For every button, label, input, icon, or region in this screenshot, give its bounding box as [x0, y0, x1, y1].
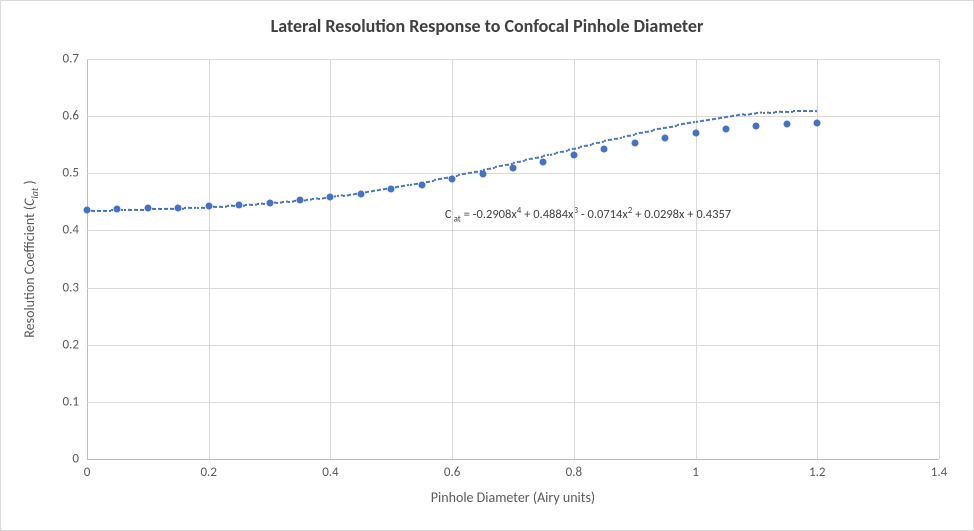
data-point	[783, 120, 790, 127]
data-point	[692, 130, 699, 137]
trendline-segment	[756, 112, 762, 115]
gridline-vertical	[330, 59, 331, 459]
y-tick-label: 0.3	[63, 280, 87, 295]
y-tick-label: 0.1	[63, 394, 87, 409]
data-point	[814, 119, 821, 126]
y-tick-label: 0.4	[63, 223, 87, 238]
trendline-segment	[276, 201, 282, 204]
trendline-segment	[762, 112, 768, 114]
data-point	[236, 201, 243, 208]
data-point	[144, 205, 151, 212]
x-tick-label: 0	[84, 459, 91, 480]
gridline-horizontal	[87, 59, 939, 60]
data-point	[449, 176, 456, 183]
gridline-horizontal	[87, 230, 939, 231]
x-tick-label: 1.4	[931, 459, 947, 480]
x-tick-label: 1.2	[809, 459, 825, 480]
trendline-segment	[136, 209, 142, 211]
x-tick-label: 0.8	[566, 459, 582, 480]
gridline-horizontal	[87, 173, 939, 174]
trendline-segment	[616, 136, 623, 139]
y-axis-title: Resolution Coefficient (Clat )	[21, 180, 41, 337]
data-point	[175, 204, 182, 211]
chart-container: Lateral Resolution Response to Confocal …	[0, 0, 974, 531]
trendline-segment	[403, 184, 409, 187]
gridline-vertical	[209, 59, 210, 459]
trendline-segment	[549, 152, 556, 155]
trendline-segment	[488, 166, 495, 169]
data-point	[84, 207, 91, 214]
trendline-segment	[123, 209, 129, 211]
trendline-segment	[769, 111, 775, 113]
trendline-segment	[342, 194, 348, 197]
trendline-segment	[196, 207, 202, 209]
data-point	[662, 134, 669, 141]
data-point	[357, 190, 364, 197]
chart-title: Lateral Resolution Response to Confocal …	[1, 15, 973, 37]
x-axis-title: Pinhole Diameter (Airy units)	[87, 489, 939, 506]
data-point	[388, 186, 395, 193]
gridline-horizontal	[87, 116, 939, 117]
trendline-segment	[130, 209, 136, 211]
data-point	[479, 170, 486, 177]
gridline-horizontal	[87, 402, 939, 403]
data-point	[601, 146, 608, 153]
data-point	[327, 194, 334, 201]
data-point	[631, 140, 638, 147]
data-point	[510, 164, 517, 171]
trendline-segment	[190, 207, 196, 209]
data-point	[540, 158, 547, 165]
data-point	[297, 197, 304, 204]
trendline-segment	[781, 111, 787, 113]
trendline-segment	[775, 111, 781, 113]
x-tick-label: 0.6	[444, 459, 460, 480]
gridline-vertical	[939, 59, 940, 459]
trendline-segment	[695, 120, 701, 123]
plot-area: Clat = -0.2908x4 + 0.4884x3 - 0.0714x2 +…	[87, 59, 939, 459]
data-point	[753, 122, 760, 129]
gridline-vertical	[574, 59, 575, 459]
x-tick-label: 1	[692, 459, 699, 480]
gridline-horizontal	[87, 288, 939, 289]
gridline-vertical	[696, 59, 697, 459]
trendline-segment	[628, 133, 635, 136]
data-point	[205, 203, 212, 210]
y-axis-line	[87, 59, 88, 459]
x-tick-label: 0.2	[200, 459, 216, 480]
y-tick-label: 0.6	[63, 109, 87, 124]
data-point	[266, 199, 273, 206]
data-point	[418, 181, 425, 188]
trendline-segment	[543, 154, 550, 157]
data-point	[723, 125, 730, 132]
y-tick-label: 0.2	[63, 337, 87, 352]
trendline-segment	[409, 183, 415, 186]
gridline-horizontal	[87, 345, 939, 346]
data-point	[114, 206, 121, 213]
trendline-equation: Clat = -0.2908x4 + 0.4884x3 - 0.0714x2 +…	[445, 205, 731, 225]
trendline-segment	[336, 195, 342, 198]
y-tick-label: 0.5	[63, 166, 87, 181]
data-point	[570, 152, 577, 159]
gridline-vertical	[452, 59, 453, 459]
x-tick-label: 0.4	[322, 459, 338, 480]
y-tick-label: 0.7	[63, 52, 87, 67]
